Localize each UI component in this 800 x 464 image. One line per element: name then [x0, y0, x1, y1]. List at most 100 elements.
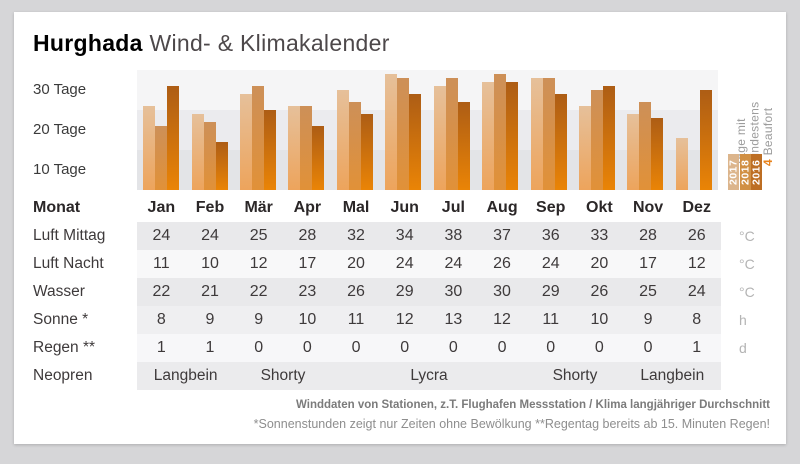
bar-Mal-2018: [348, 102, 361, 190]
bar-Jan-2018: [155, 126, 168, 190]
chart-y-axis: 30 Tage 20 Tage 10 Tage: [33, 70, 133, 190]
table-header-row: Monat Jan Feb Mär Apr Mal Jun Jul Aug Sep Okt Nov D…: [14, 194, 786, 222]
value-cell: 13: [444, 311, 463, 328]
bar-Apr-2016: [312, 126, 325, 190]
row-values: 8 9 9 10 11 12 13 12 11 10 9 8: [137, 306, 721, 334]
footer-source-line: Winddaten von Stationen, z.T. Flughafen …: [296, 399, 770, 411]
value-cell: 8: [692, 311, 702, 328]
row-label: Luft Nacht: [33, 255, 104, 272]
value-cell: 0: [400, 339, 410, 356]
value-cell: 23: [298, 283, 317, 300]
value-cell: 1: [692, 339, 702, 356]
bar-Okt-2016: [603, 86, 615, 190]
value-cell: 26: [347, 283, 365, 300]
value-cell: 11: [347, 311, 365, 328]
value-cell: 1: [205, 339, 215, 356]
value-cell: 33: [590, 227, 609, 244]
table-row: Luft Mittag 24 24 25 28 32 34 38 37 36 33 28 26 °C: [14, 222, 786, 250]
bar-group-Mal: [331, 70, 379, 190]
unit-label: h: [739, 312, 747, 328]
month-header-Mal: Mal: [342, 199, 370, 216]
value-cell: 26: [493, 255, 511, 272]
bar-Jul-2016: [457, 102, 470, 190]
month-header-cells: Jan Feb Mär Apr Mal Jun Jul Aug Sep Okt Nov Dez: [137, 194, 721, 222]
bar-Aug-2018: [494, 74, 507, 190]
value-cell: 0: [351, 339, 361, 356]
value-cell: 32: [347, 227, 365, 244]
legend-year-2017: 2017: [728, 154, 740, 190]
value-cell: 11: [153, 255, 170, 272]
value-cell: 30: [493, 283, 511, 300]
value-cell: 10: [201, 255, 219, 272]
bar-group-Mär: [234, 70, 282, 190]
bar-group-Apr: [282, 70, 330, 190]
row-label: Wasser: [33, 283, 85, 300]
row-values: 24 24 25 28 32 34 38 37 36 33 28 26: [137, 222, 721, 250]
legend-year-2018: 2018: [739, 154, 751, 190]
value-cell: 10: [590, 311, 609, 328]
chart-band-0-10: [137, 150, 718, 190]
row-label: Regen **: [33, 339, 96, 356]
bar-Nov-2018: [639, 102, 652, 190]
month-header-Apr: Apr: [293, 199, 322, 216]
bar-Dez-2017: [675, 138, 688, 190]
value-cell: 0: [643, 339, 653, 356]
month-header-Sep: Sep: [536, 199, 566, 216]
table-row: Sonne * 8 9 9 10 11 12 13 12 11 10 9 8 h: [14, 306, 786, 334]
y-axis-label-10: 10 Tage: [33, 161, 87, 178]
month-header-Jan: Jan: [147, 199, 176, 216]
bar-Jun-2017: [385, 74, 398, 190]
bar-Okt-2017: [579, 106, 591, 190]
value-cell: 28: [639, 227, 657, 244]
row-label: Luft Mittag: [33, 227, 106, 244]
table-row: Luft Nacht 11 10 12 17 20 24 24 26 24 20 17 12 °C: [14, 250, 786, 278]
bar-group-Jun: [379, 70, 427, 190]
bar-group-Dez: [670, 70, 718, 190]
bar-Sep-2017: [530, 78, 543, 190]
legend-beaufort-word: Beaufort: [761, 107, 775, 156]
value-cell: 1: [156, 339, 166, 356]
bar-Aug-2016: [506, 82, 519, 190]
legend-beaufort-number: 4: [761, 159, 775, 166]
value-cell: 25: [639, 283, 657, 300]
bar-Feb-2017: [191, 114, 204, 190]
bar-Jan-2016: [167, 86, 180, 190]
value-cell: 26: [687, 227, 706, 244]
value-cell: 12: [687, 255, 706, 272]
value-cell: 25: [249, 227, 268, 244]
bar-Aug-2017: [482, 82, 495, 190]
month-header-Jun: Jun: [390, 199, 419, 216]
value-cell: 36: [541, 227, 560, 244]
value-cell: 10: [298, 311, 317, 328]
bar-group-Jul: [428, 70, 476, 190]
title-city: Hurghada: [33, 30, 143, 56]
table-row: Wasser 22 21 22 23 26 29 30 30 29 26 25 24 °C: [14, 278, 786, 306]
value-cell: 24: [687, 283, 706, 300]
bar-Feb-2016: [215, 142, 228, 190]
bar-Okt-2018: [591, 90, 603, 190]
chart-legend-title: Tage mit mindestens 4 Beaufort: [734, 72, 776, 166]
value-cell: 17: [639, 255, 657, 272]
month-header-Aug: Aug: [486, 199, 518, 216]
value-cell: 12: [395, 311, 414, 328]
wind-bar-chart: [137, 70, 718, 190]
bar-Mär-2016: [264, 110, 277, 190]
bar-group-Aug: [476, 70, 524, 190]
month-header-Feb: Feb: [195, 199, 225, 216]
climate-table: Monat Jan Feb Mär Apr Mal Jun Jul Aug Sep Okt Nov D…: [14, 194, 786, 390]
unit-label: °C: [739, 256, 755, 272]
bar-Mal-2017: [336, 90, 349, 190]
table-row-neopren: Neopren Langbein Shorty Lycra Shorty Langbein: [14, 362, 786, 390]
value-cell: 9: [205, 311, 215, 328]
neopren-segment-langbein: Langbein: [640, 367, 705, 384]
row-label: Sonne *: [33, 311, 89, 328]
value-cell: 12: [493, 311, 511, 328]
bar-Apr-2018: [300, 106, 313, 190]
bar-Jul-2017: [433, 86, 446, 190]
value-cell: 0: [448, 339, 458, 356]
bar-group-Nov: [621, 70, 669, 190]
bar-Apr-2017: [288, 106, 301, 190]
value-cell: 24: [201, 227, 219, 244]
value-cell: 0: [546, 339, 556, 356]
unit-label: °C: [739, 284, 755, 300]
